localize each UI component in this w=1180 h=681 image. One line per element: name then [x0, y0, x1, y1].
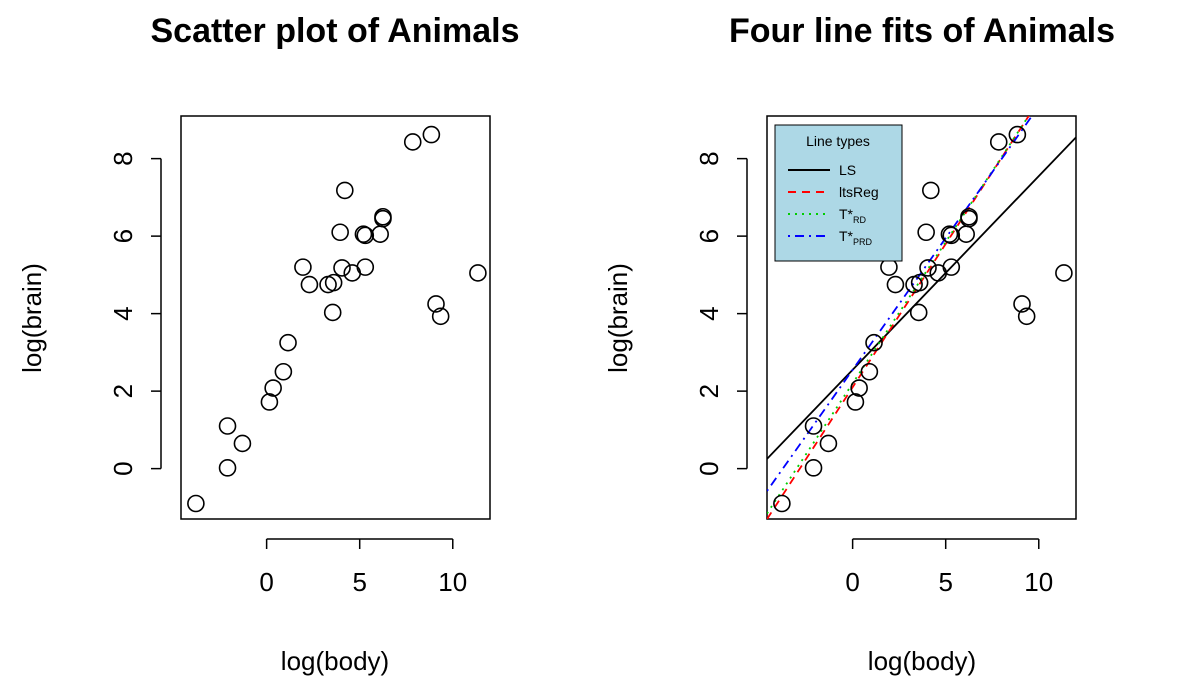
y-tick-label: 6 — [694, 229, 724, 243]
data-point — [919, 259, 937, 277]
fit-line-ls — [767, 136, 1076, 460]
data-point — [422, 125, 441, 144]
y-tick-label: 8 — [108, 151, 138, 165]
data-point — [356, 226, 375, 245]
data-point — [469, 264, 487, 282]
x-tick-label: 10 — [1024, 567, 1053, 597]
y-tick-label: 8 — [694, 151, 724, 165]
y-axis-label: log(brain) — [603, 263, 633, 373]
data-point — [957, 225, 975, 243]
data-point — [850, 379, 868, 397]
data-points — [773, 125, 1073, 513]
x-tick-label: 0 — [259, 567, 273, 597]
x-axis-label: log(body) — [281, 646, 389, 676]
data-points — [187, 125, 487, 513]
data-point — [218, 417, 237, 435]
data-point — [403, 133, 422, 151]
data-point — [218, 459, 237, 477]
data-point — [773, 494, 791, 513]
data-point — [260, 393, 279, 411]
data-point — [274, 362, 293, 381]
x-tick-label: 5 — [938, 567, 952, 597]
x-tick-label: 10 — [438, 567, 467, 597]
data-point — [371, 225, 389, 243]
plot-frame — [180, 115, 491, 520]
data-point — [860, 362, 879, 381]
y-tick-label: 4 — [108, 306, 138, 320]
y-tick-label: 0 — [108, 461, 138, 475]
y-tick-label: 2 — [108, 384, 138, 398]
data-point — [331, 223, 349, 242]
data-point — [300, 275, 319, 294]
x-tick-label: 0 — [845, 567, 859, 597]
data-point — [910, 273, 929, 292]
legend-box — [774, 124, 903, 262]
data-point — [356, 258, 375, 276]
data-point — [865, 333, 883, 352]
data-point — [942, 258, 961, 276]
data-point — [323, 303, 342, 322]
chart-title: Scatter plot of Animals — [150, 12, 519, 50]
data-point — [336, 181, 354, 200]
plot-frame — [766, 115, 1077, 520]
data-point — [431, 307, 450, 326]
data-point — [294, 258, 312, 276]
data-point — [804, 459, 823, 477]
data-point — [804, 417, 823, 435]
data-point — [333, 259, 351, 277]
data-point — [374, 207, 392, 226]
data-point — [324, 273, 343, 292]
data-point — [989, 133, 1008, 151]
legend-title: Line types — [806, 133, 870, 149]
axes: 0 5 10 0 2 4 6 8 — [108, 151, 467, 597]
x-tick-label: 5 — [352, 567, 366, 597]
data-point — [1017, 307, 1036, 326]
y-tick-label: 2 — [694, 384, 724, 398]
scatter-panel: Scatter plot of Animals log(body) log(br… — [17, 12, 520, 676]
line-fit-panel: Four line fits of Animals log(body) log(… — [603, 12, 1115, 676]
data-point — [187, 494, 205, 513]
data-point — [1008, 125, 1027, 144]
data-point — [264, 379, 282, 397]
data-point — [942, 226, 961, 245]
data-point — [1055, 264, 1073, 282]
y-tick-label: 0 — [694, 461, 724, 475]
legend-label: ltsReg — [839, 184, 879, 200]
data-point — [279, 333, 297, 352]
y-axis-label: log(brain) — [17, 263, 47, 373]
data-point — [880, 258, 898, 276]
y-tick-label: 4 — [694, 306, 724, 320]
data-point — [427, 295, 445, 313]
data-point — [886, 275, 905, 294]
data-point — [1013, 295, 1031, 313]
fit-line-t_rd — [767, 116, 1030, 514]
data-point — [846, 393, 865, 411]
data-point — [917, 223, 935, 242]
x-axis-label: log(body) — [868, 646, 976, 676]
axes: 0 5 10 0 2 4 6 8 — [694, 151, 1053, 597]
data-point — [909, 303, 928, 322]
chart-title: Four line fits of Animals — [729, 12, 1115, 50]
legend-label: LS — [839, 162, 856, 178]
data-point — [819, 434, 838, 453]
data-point — [960, 207, 978, 226]
data-point — [922, 181, 940, 200]
data-point — [233, 434, 252, 453]
y-tick-label: 6 — [108, 229, 138, 243]
